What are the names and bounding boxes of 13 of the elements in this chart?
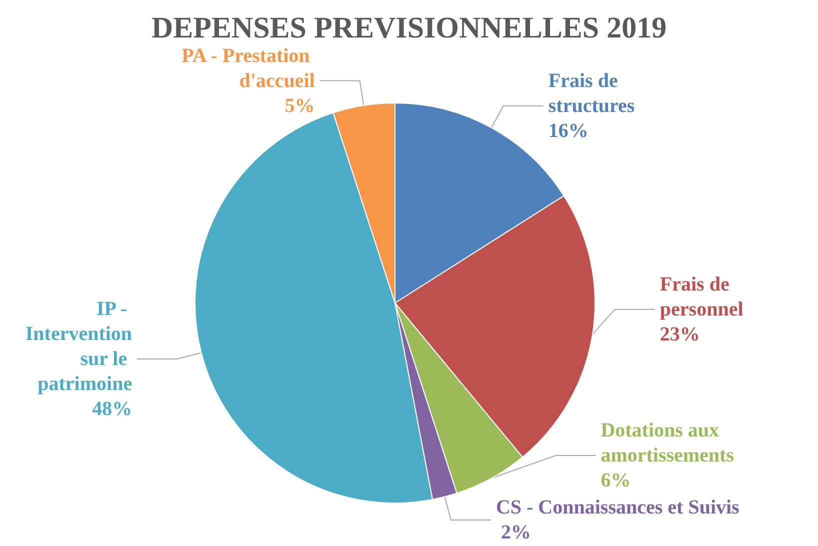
data-label: 48% [92, 398, 132, 420]
data-label: 23% [660, 323, 700, 346]
slice-label: Frais de structures [548, 70, 635, 117]
slice-label: PA - Prestation d'accueil [182, 44, 316, 92]
slice-label: IP - Intervention sur le patrimoine [25, 298, 132, 395]
data-label: 6% [600, 470, 631, 492]
data-label: 16% [548, 120, 588, 142]
slice-label: Dotations aux amortissements [600, 420, 734, 466]
slice-label: Frais de personnel [660, 273, 744, 320]
data-label: 5% [284, 94, 315, 117]
data-label: 2% [496, 522, 531, 544]
chart-title: DEPENSES PREVISIONNELLES 2019 [151, 12, 667, 44]
slice-label: CS - Connaissances et Suivis [496, 496, 744, 518]
